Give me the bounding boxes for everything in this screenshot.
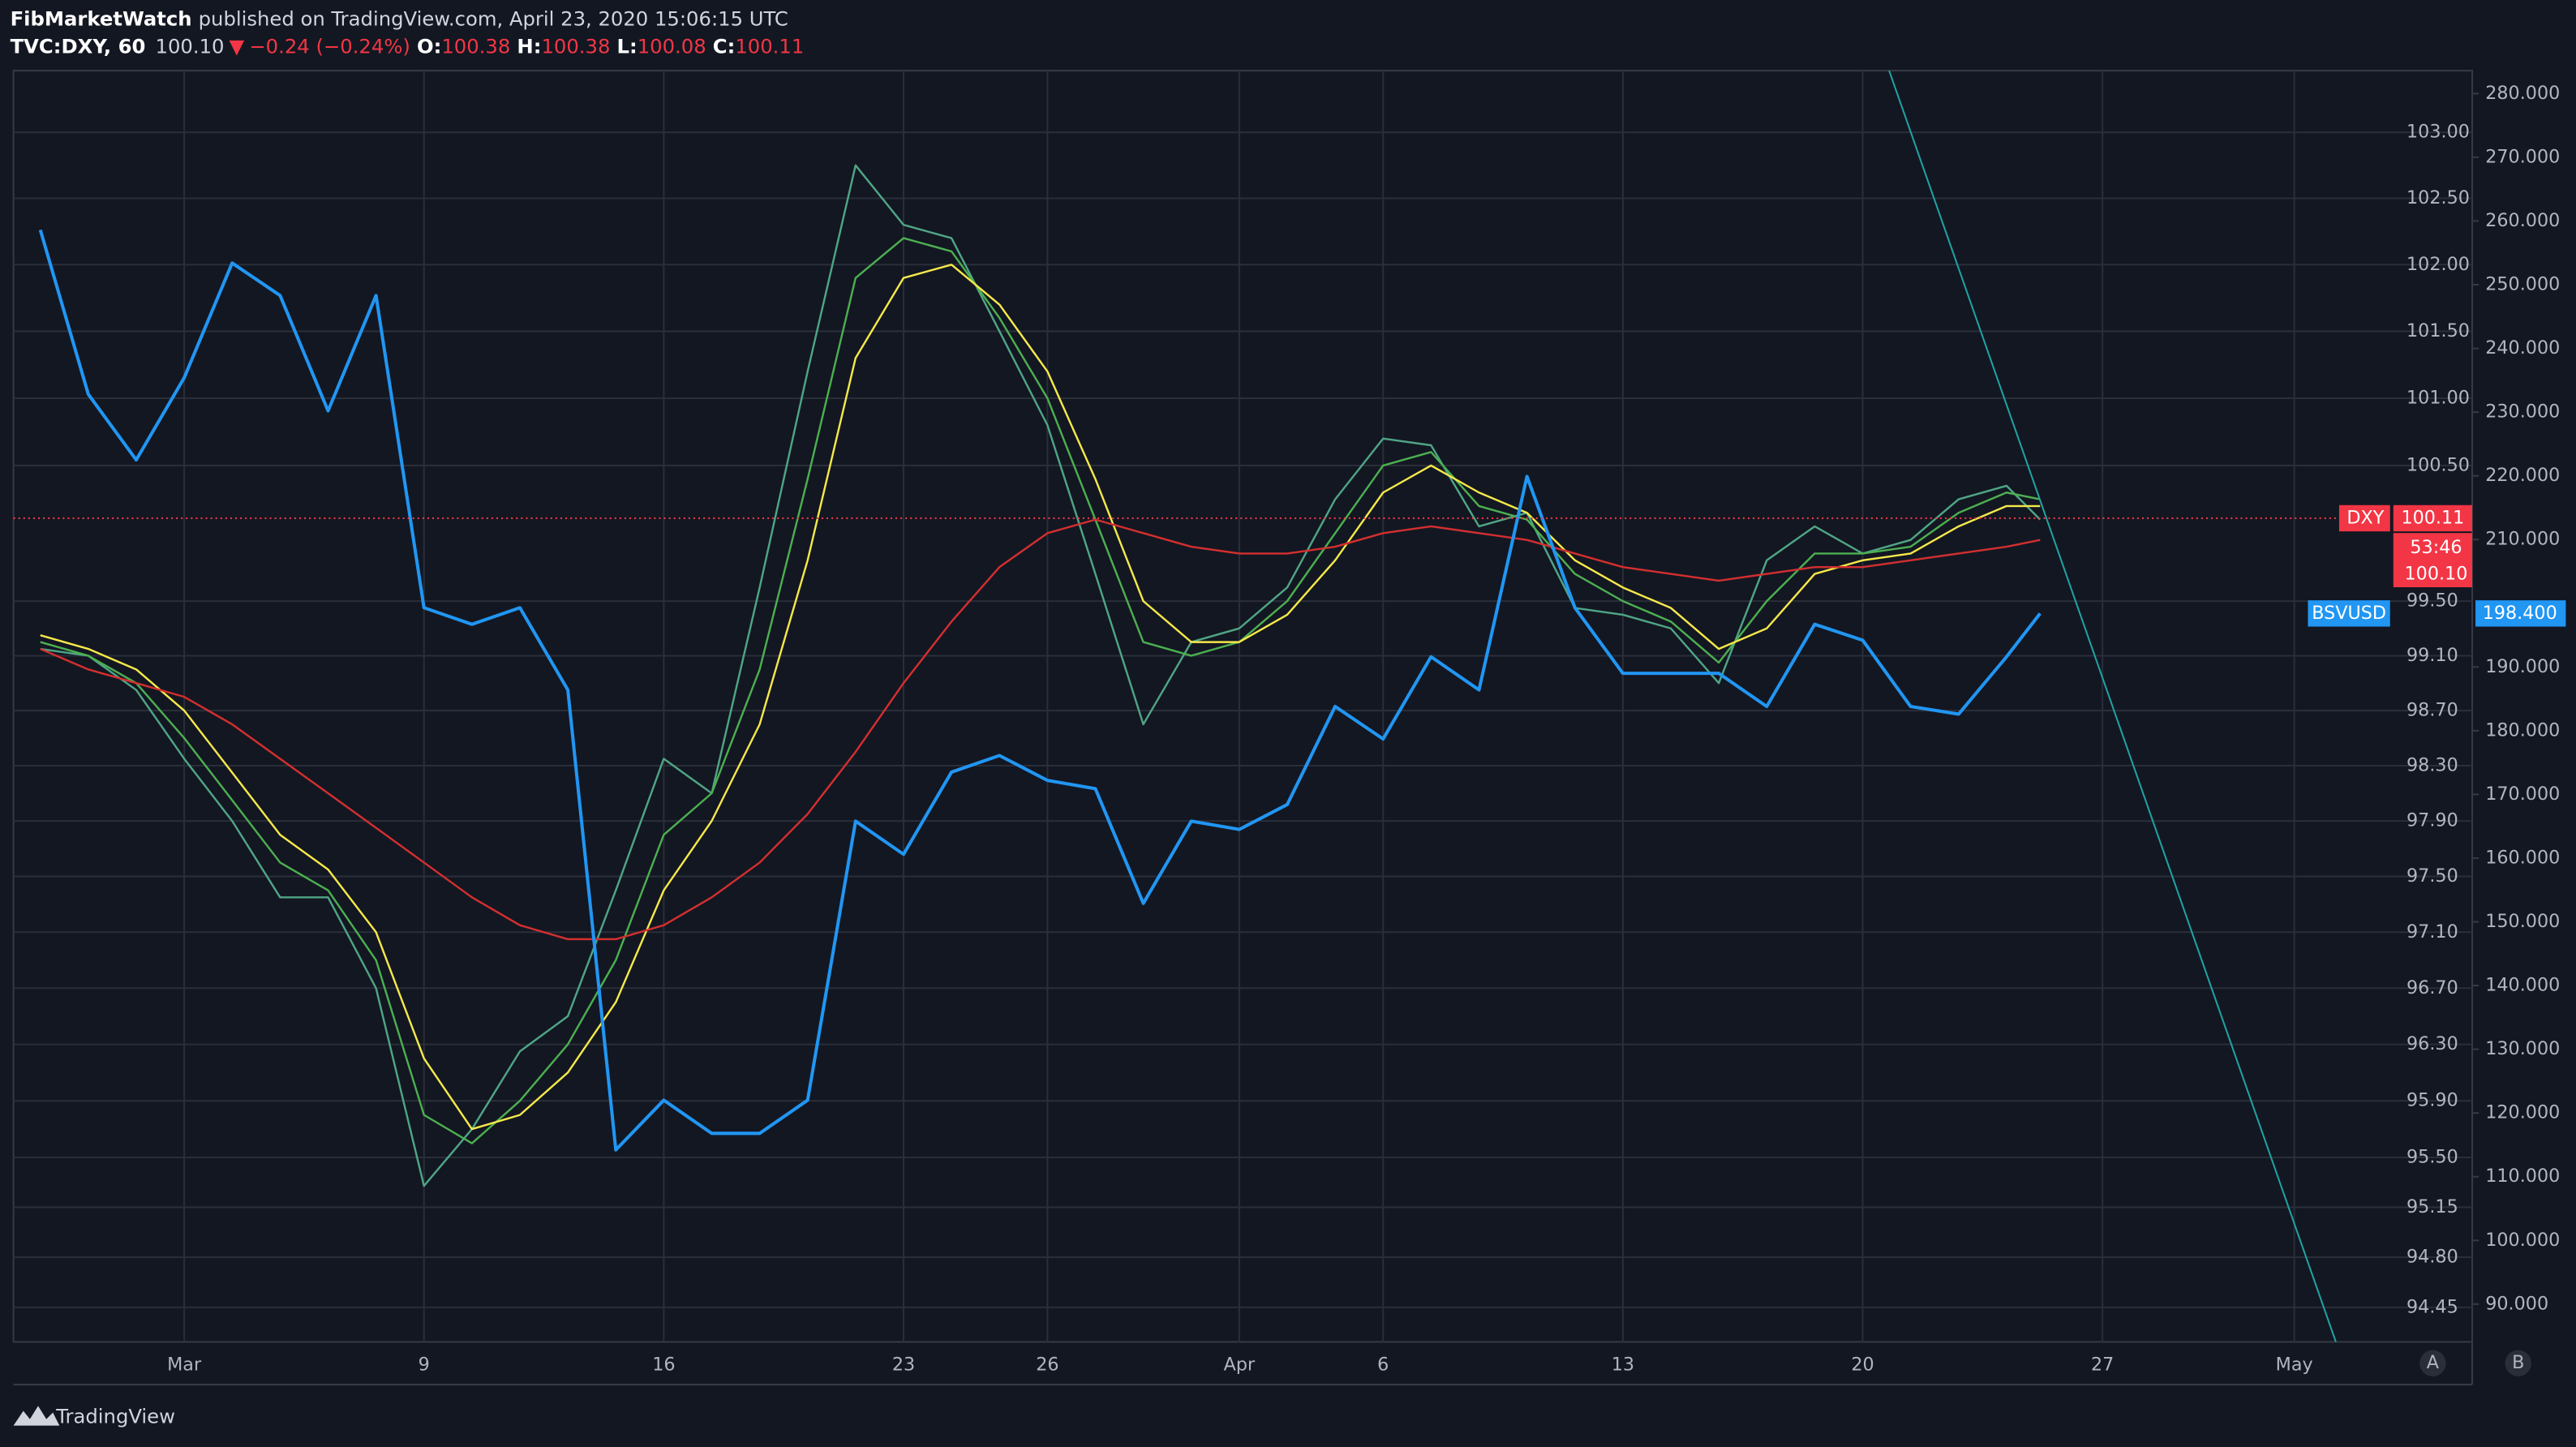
series-line: [40, 518, 2041, 941]
y2-tick-label: 180.000: [2485, 719, 2560, 741]
y2-tick-label: 130.000: [2485, 1038, 2560, 1059]
y-tick-label: 97.50: [2406, 865, 2458, 887]
series-line: [38, 229, 2041, 1152]
tag-name: DXY: [2346, 507, 2384, 528]
x-tick-label: 6: [1377, 1354, 1389, 1375]
y2-tick-label: 90.000: [2485, 1293, 2548, 1314]
x-tick-label: May: [2276, 1354, 2313, 1375]
y-tick-label: 103.00: [2406, 122, 2470, 143]
field-value: 100.38: [441, 35, 510, 58]
scale-button-label: B: [2512, 1352, 2524, 1373]
series-line: [40, 237, 2041, 1144]
y2-tick-label: 210.000: [2485, 529, 2560, 550]
x-tick-label: 27: [2091, 1354, 2114, 1375]
y-tick-label: 94.80: [2406, 1247, 2458, 1268]
field-label: L:: [617, 35, 638, 58]
published: published on TradingView.com, April 23, …: [199, 6, 788, 30]
y2-tick-label: 140.000: [2485, 975, 2560, 996]
x-tick-label: Mar: [167, 1354, 202, 1375]
overlay: DXY 100.11 53:46 100.10 BSVUSD 198.400: [2308, 505, 2566, 627]
field-label: O:: [417, 35, 441, 58]
y-tick-label: 95.90: [2406, 1090, 2458, 1111]
y2-tick-label: 260.000: [2485, 210, 2560, 231]
x-tick-label: 20: [1851, 1354, 1874, 1375]
y-tick-label: 96.30: [2406, 1033, 2458, 1054]
tag-box: [2338, 505, 2390, 532]
y-tick-label: 102.00: [2406, 254, 2470, 275]
tag-box: [2308, 600, 2390, 627]
y2-tick-label: 170.000: [2485, 784, 2560, 805]
footer-brand: TradingView: [55, 1405, 175, 1428]
y2-tick-label: 120.000: [2485, 1102, 2560, 1123]
tag-last: 100.10: [2404, 563, 2467, 584]
y2-tick-label: 220.000: [2485, 465, 2560, 486]
field-value: 100.08: [638, 35, 706, 58]
tag-value: 100.11: [2401, 507, 2464, 528]
author: FibMarketWatch: [11, 6, 192, 30]
y-tick-label: 95.50: [2406, 1147, 2458, 1168]
scale-button[interactable]: [2505, 1350, 2531, 1376]
y2-tick-label: 110.000: [2485, 1166, 2560, 1187]
tag-value: 198.400: [2483, 603, 2557, 624]
field-label: H:: [517, 35, 541, 58]
y-tick-label: 97.10: [2406, 921, 2458, 942]
tag-value-box: [2475, 600, 2566, 627]
field-label: C:: [713, 35, 736, 58]
y2-tick-label: 280.000: [2485, 83, 2560, 104]
series-line: [40, 164, 2041, 1187]
y2-tick-label: 270.000: [2485, 146, 2560, 167]
y-tick-label: 100.50: [2406, 454, 2470, 475]
header-line-1: FibMarketWatch published on TradingView.c…: [11, 6, 788, 30]
countdown: 53:46: [2410, 537, 2462, 558]
y-tick-label: 101.00: [2406, 387, 2470, 408]
tag-value-box: [2393, 505, 2473, 532]
y-tick-label: 98.70: [2406, 700, 2458, 721]
trend-line: [1888, 70, 2337, 1342]
countdown-box: [2393, 533, 2473, 587]
field-value: 100.11: [735, 35, 804, 58]
plot-area: [13, 71, 2473, 1342]
y-tick-label: 99.10: [2406, 645, 2458, 666]
down-arrow: ▼: [230, 35, 245, 58]
y-tick-label: 99.50: [2406, 590, 2458, 612]
y2-tick-label: 150.000: [2485, 911, 2560, 932]
logo-icon: [13, 1406, 60, 1426]
scale-button[interactable]: [2419, 1350, 2446, 1376]
header-line-2: TVC:DXY, 60 100.10 ▼ −0.24 (−0.24%) O:100.38…: [11, 35, 805, 58]
last: 100.10: [156, 35, 225, 58]
y-tick-label: 102.50: [2406, 187, 2470, 208]
y-tick-label: 98.30: [2406, 754, 2458, 775]
field-value: 100.38: [541, 35, 610, 58]
y2-tick-label: 100.000: [2485, 1230, 2560, 1251]
symbol: TVC:DXY, 60: [11, 35, 146, 58]
y2-tick-label: 240.000: [2485, 337, 2560, 359]
tag-name: BSVUSD: [2312, 603, 2386, 624]
x-tick-label: Apr: [1224, 1354, 1256, 1375]
y-tick-label: 94.45: [2406, 1296, 2458, 1317]
x-tick-label: 16: [652, 1354, 675, 1375]
y2-tick-label: 250.000: [2485, 274, 2560, 295]
y-tick-label: 95.15: [2406, 1196, 2458, 1217]
x-tick-label: 13: [1612, 1354, 1634, 1375]
x-tick-label: 26: [1036, 1354, 1058, 1375]
y2-tick-label: 190.000: [2485, 656, 2560, 677]
y-tick-label: 96.70: [2406, 977, 2458, 998]
series-line: [40, 264, 2041, 1131]
y-tick-label: 101.50: [2406, 320, 2470, 341]
x-tick-label: 9: [419, 1354, 430, 1375]
x-tick-label: 23: [892, 1354, 915, 1375]
y2-tick-label: 230.000: [2485, 401, 2560, 423]
change: −0.24 (−0.24%): [249, 35, 410, 58]
y-tick-label: 97.90: [2406, 810, 2458, 831]
y2-tick-label: 160.000: [2485, 847, 2560, 868]
scale-button-label: A: [2427, 1352, 2440, 1373]
